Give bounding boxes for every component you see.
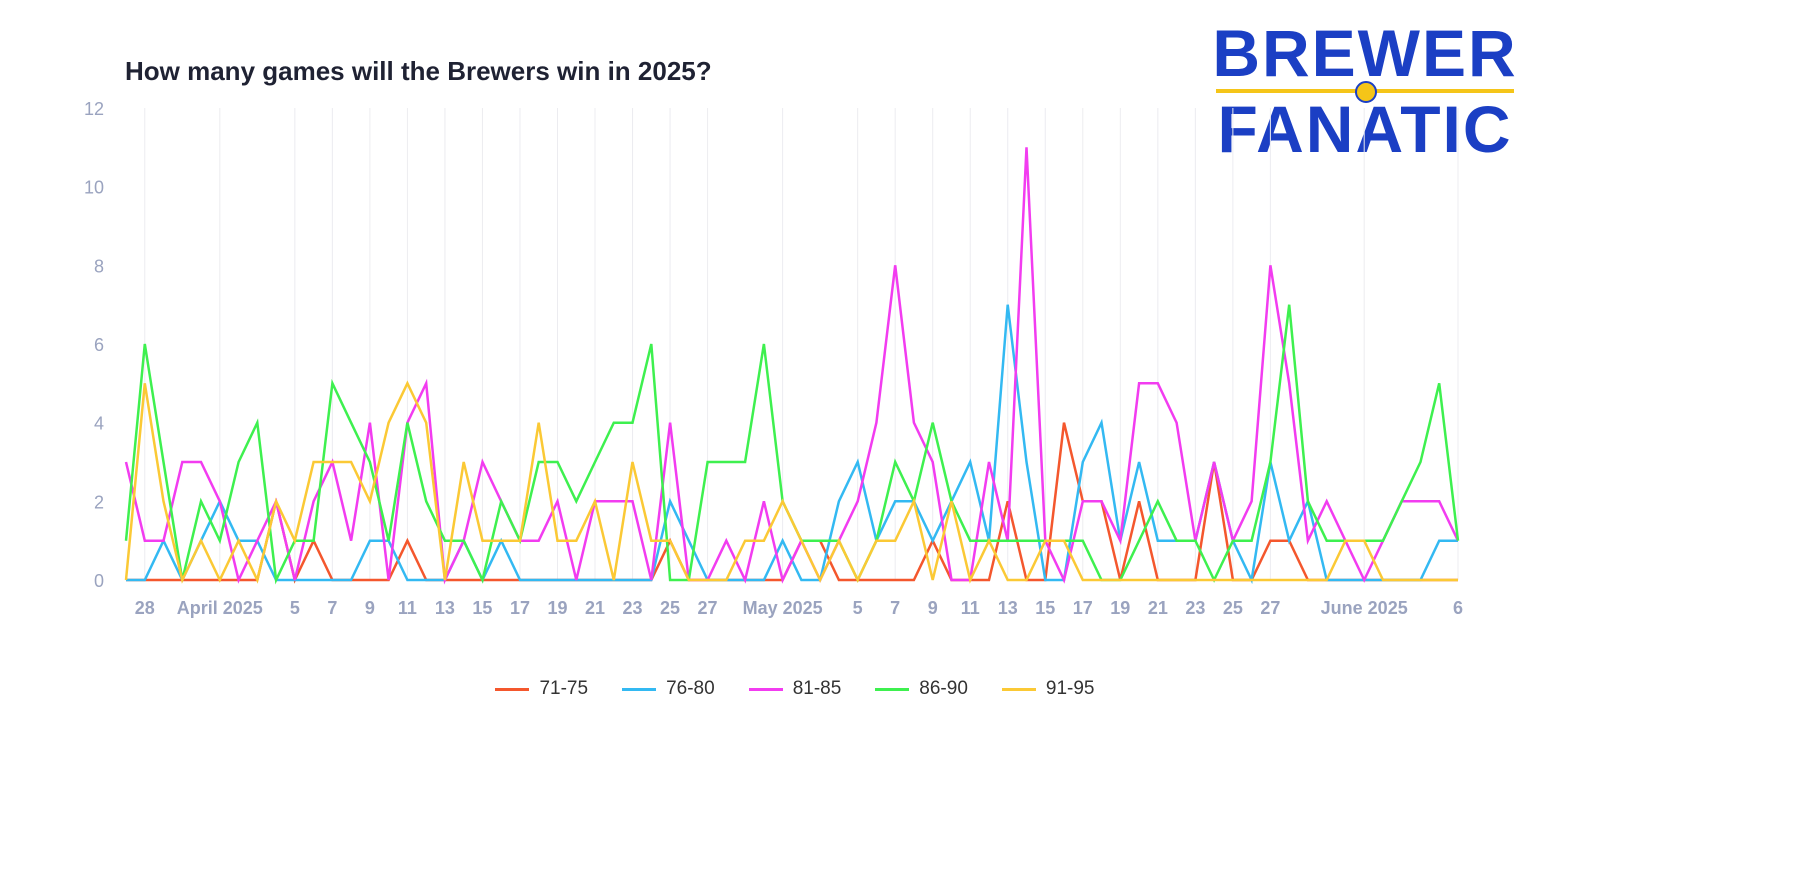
x-tick-label: 25 — [660, 598, 680, 618]
legend-label: 71-75 — [539, 678, 589, 699]
x-tick-label: 25 — [1223, 598, 1243, 618]
legend-label: 86-90 — [919, 678, 968, 699]
baseball-icon — [1355, 81, 1377, 103]
legend-label: 81-85 — [792, 678, 842, 699]
legend-swatch — [495, 687, 530, 691]
x-tick-label: 21 — [585, 598, 605, 618]
x-tick-label: 23 — [623, 598, 643, 618]
x-tick-label: 17 — [1073, 598, 1093, 618]
y-tick-label: 12 — [84, 99, 104, 119]
x-tick-label: 27 — [698, 598, 718, 618]
x-tick-label: April 2025 — [177, 598, 263, 618]
legend-swatch — [748, 687, 783, 691]
legend-item-71-75[interactable]: 71-75 — [495, 678, 588, 700]
legend-swatch — [622, 687, 657, 691]
legend-item-81-85[interactable]: 81-85 — [748, 678, 842, 700]
x-tick-label: June 2025 — [1321, 598, 1408, 618]
logo-line1: BREWER — [1212, 16, 1518, 90]
x-tick-label: 5 — [853, 598, 863, 618]
x-tick-label: 15 — [1035, 598, 1055, 618]
y-tick-label: 6 — [94, 335, 104, 355]
legend-label: 91-95 — [1045, 678, 1095, 699]
legend-item-86-90[interactable]: 86-90 — [875, 678, 968, 700]
y-tick-label: 0 — [94, 571, 104, 591]
x-tick-label: 27 — [1260, 598, 1280, 618]
x-tick-label: 7 — [327, 598, 337, 618]
x-tick-label: 28 — [135, 598, 155, 618]
x-tick-label: 23 — [1185, 598, 1205, 618]
x-tick-label: 5 — [290, 598, 300, 618]
x-tick-label: 17 — [510, 598, 530, 618]
y-tick-label: 4 — [94, 414, 104, 434]
x-tick-label: 9 — [928, 598, 938, 618]
legend-label: 76-80 — [666, 678, 715, 699]
legend-item-76-80[interactable]: 76-80 — [622, 678, 715, 700]
legend-item-91-95[interactable]: 91-95 — [1001, 678, 1095, 700]
legend-swatch — [1001, 687, 1036, 691]
series-line-81-85[interactable] — [124, 147, 1460, 585]
y-tick-label: 10 — [84, 178, 104, 198]
x-tick-label: 19 — [1110, 598, 1130, 618]
legend: 71-75 76-80 81-85 86-90 91-95 — [0, 678, 1590, 700]
x-tick-label: 9 — [365, 598, 375, 618]
series-line-91-95[interactable] — [124, 380, 1458, 584]
x-tick-label: May 2025 — [743, 598, 823, 618]
chart-title: How many games will the Brewers win in 2… — [125, 56, 712, 86]
x-tick-label: 21 — [1148, 598, 1168, 618]
x-tick-label: 11 — [961, 598, 980, 618]
y-tick-label: 2 — [94, 492, 104, 512]
x-tick-label: 6 — [1453, 598, 1463, 618]
x-tick-label: 13 — [998, 598, 1018, 618]
y-tick-label: 8 — [94, 256, 104, 276]
x-tick-label: 13 — [435, 598, 455, 618]
x-tick-label: 19 — [547, 598, 567, 618]
x-tick-label: 15 — [472, 598, 492, 618]
legend-swatch — [875, 687, 910, 691]
x-tick-label: 7 — [890, 598, 900, 618]
x-tick-label: 11 — [398, 598, 417, 618]
